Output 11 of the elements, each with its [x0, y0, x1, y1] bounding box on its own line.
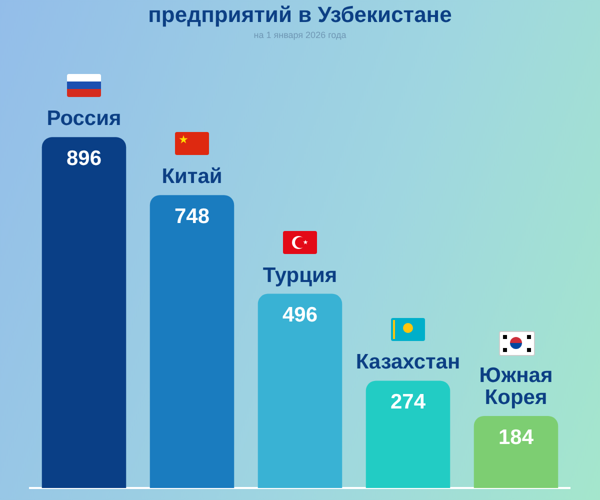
- chart-title: предприятий в Узбекистане: [147, 2, 453, 28]
- x-tick-label: Турция: [262, 264, 338, 287]
- data-label: 184: [498, 426, 534, 449]
- x-tick-label: Казахстан: [356, 350, 460, 374]
- data-label: 496: [282, 304, 318, 327]
- x-tick-label: Китай: [162, 165, 222, 188]
- data-label: 896: [66, 146, 102, 170]
- x-tick-label: Южная Корея: [479, 364, 553, 409]
- data-label: 274: [390, 390, 426, 414]
- data-label: 748: [174, 204, 210, 228]
- x-tick-label: Россия: [46, 107, 122, 130]
